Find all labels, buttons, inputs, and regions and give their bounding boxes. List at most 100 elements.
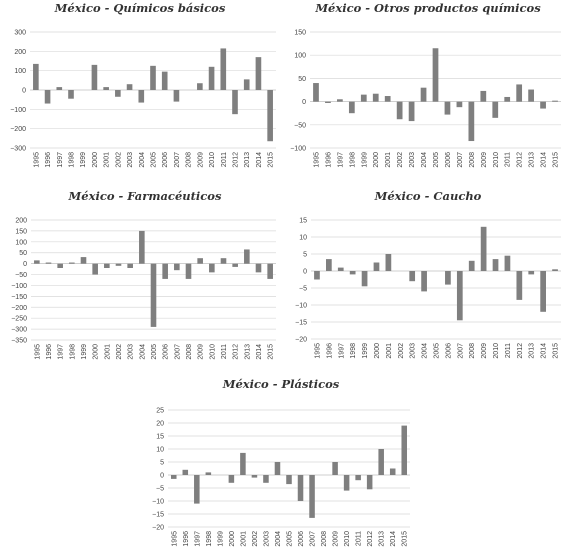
x-tick-label: 1998 — [69, 344, 76, 360]
y-tick-label: −200 — [10, 126, 26, 133]
x-tick-label: 2002 — [397, 152, 404, 168]
x-tick-label: 2009 — [198, 344, 205, 360]
bar-2010 — [492, 259, 499, 271]
y-tick-label: 5 — [303, 252, 307, 259]
y-tick-label: −250 — [11, 316, 27, 323]
bar-1995 — [313, 83, 319, 102]
x-tick-label: 1999 — [217, 531, 224, 547]
x-tick-label: 2001 — [386, 343, 393, 359]
x-tick-label: 1995 — [314, 343, 321, 359]
x-tick-label: 2011 — [505, 152, 512, 167]
bar-2012 — [232, 263, 238, 267]
x-tick-label: 2008 — [186, 344, 193, 360]
bar-2008 — [468, 101, 475, 142]
bar-1995 — [34, 260, 40, 264]
bar-2007 — [456, 271, 463, 321]
x-tick-label: 2011 — [221, 152, 228, 167]
bar-1995 — [170, 475, 177, 479]
x-tick-label: 1998 — [350, 343, 357, 359]
x-tick-label: 2008 — [469, 152, 476, 168]
bar-2008 — [468, 260, 475, 271]
x-tick-label: 1996 — [183, 531, 190, 547]
y-tick-label: 50 — [298, 76, 306, 83]
y-tick-label: 150 — [15, 228, 27, 235]
bar-1999 — [80, 257, 87, 264]
x-tick-label: 2000 — [374, 343, 381, 359]
x-tick-label: 2007 — [174, 152, 181, 168]
bar-2005 — [150, 263, 157, 327]
x-tick-label: 2000 — [93, 344, 100, 360]
x-tick-label: 2002 — [252, 531, 259, 547]
bar-1996 — [45, 262, 52, 264]
y-tick-label: 200 — [14, 49, 26, 56]
x-tick-label: 2000 — [92, 152, 99, 168]
bar-2002 — [115, 90, 121, 97]
bar-2005 — [286, 475, 292, 485]
bar-2010 — [209, 263, 215, 273]
x-tick-label: 2009 — [481, 343, 488, 359]
y-tick-label: 0 — [23, 261, 27, 268]
x-tick-label: 2006 — [445, 152, 452, 168]
bar-1997 — [337, 267, 344, 271]
bar-1997 — [56, 87, 63, 90]
x-tick-label: 2001 — [240, 531, 247, 547]
bar-2003 — [263, 475, 269, 483]
x-tick-label: 2011 — [505, 343, 512, 358]
x-tick-label: 2010 — [493, 343, 500, 359]
x-tick-label: 2003 — [263, 531, 270, 547]
x-tick-label: 2014 — [541, 152, 548, 168]
x-tick-label: 2014 — [541, 343, 548, 359]
x-tick-label: 2008 — [321, 531, 328, 547]
y-tick-label: 200 — [15, 218, 27, 225]
bar-2010 — [343, 475, 350, 491]
bar-1999 — [360, 94, 367, 102]
bar-1997 — [337, 99, 343, 102]
x-tick-label: 1998 — [206, 531, 213, 547]
x-tick-label: 2012 — [367, 531, 374, 547]
bar-2013 — [528, 89, 534, 102]
bar-2011 — [355, 475, 361, 481]
x-tick-label: 2008 — [186, 152, 193, 168]
bar-2014 — [540, 271, 546, 312]
bar-2012 — [232, 90, 238, 115]
x-tick-label: 1996 — [325, 152, 332, 168]
x-tick-label: 2002 — [398, 343, 405, 359]
x-tick-label: 2011 — [356, 531, 363, 546]
bar-1998 — [69, 262, 75, 264]
y-tick-label: −100 — [10, 107, 26, 114]
x-tick-label: 2001 — [104, 152, 111, 168]
x-tick-label: 2009 — [333, 531, 340, 547]
chart-title: México - Otros productos químicos — [314, 1, 541, 15]
x-tick-label: 1997 — [57, 152, 64, 168]
bar-1997 — [57, 263, 63, 268]
y-tick-label: −100 — [11, 283, 27, 290]
x-tick-label: 2001 — [385, 152, 392, 168]
bar-1996 — [182, 469, 189, 475]
x-tick-label: 2014 — [390, 531, 397, 547]
bar-2014 — [389, 468, 396, 475]
x-tick-label: 2009 — [197, 152, 204, 168]
x-tick-label: 2011 — [221, 344, 228, 359]
x-tick-label: 1997 — [194, 531, 201, 547]
x-tick-label: 2013 — [244, 344, 251, 360]
bar-2009 — [332, 462, 338, 475]
bar-2015 — [401, 425, 408, 475]
x-tick-label: 2012 — [517, 152, 524, 168]
bar-1996 — [326, 259, 332, 271]
x-tick-label: 2006 — [298, 531, 305, 547]
bar-2011 — [504, 255, 511, 271]
x-tick-label: 1996 — [326, 343, 333, 359]
y-tick-label: −5 — [299, 286, 307, 293]
y-tick-label: 15 — [156, 434, 164, 441]
y-tick-label: −20 — [152, 525, 164, 532]
y-tick-label: −350 — [11, 338, 27, 345]
bar-2015 — [552, 100, 558, 102]
y-tick-label: −150 — [11, 294, 27, 301]
x-tick-label: 2010 — [493, 152, 500, 168]
x-tick-label: 2010 — [209, 152, 216, 168]
chart-plasticos: México - Plásticos 25 20 15 10 5 0 −5 −10 −15 −20 1… — [138, 376, 423, 560]
y-tick-label: −100 — [290, 146, 306, 153]
y-tick-label: −300 — [11, 327, 27, 334]
chart-title: México - Caucho — [374, 189, 482, 203]
chart-svg: México - Otros productos químicos 150 100 5… — [290, 1, 561, 168]
